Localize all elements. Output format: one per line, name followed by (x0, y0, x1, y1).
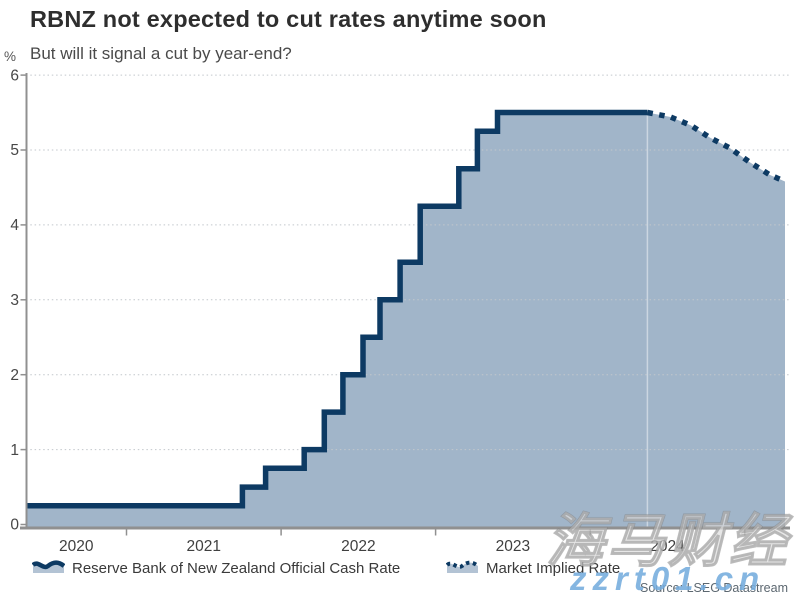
page-title: RBNZ not expected to cut rates anytime s… (30, 6, 547, 32)
svg-text:3: 3 (10, 292, 19, 309)
svg-text:2020: 2020 (59, 538, 94, 555)
source-attribution: Source: LSEG Datastream (640, 581, 788, 595)
svg-text:4: 4 (10, 217, 19, 234)
svg-text:2024: 2024 (650, 538, 685, 555)
svg-text:1: 1 (10, 442, 19, 459)
svg-text:0: 0 (10, 517, 19, 534)
svg-text:2: 2 (10, 367, 19, 384)
svg-text:2023: 2023 (496, 538, 530, 555)
page-subtitle: But will it signal a cut by year-end? (30, 44, 292, 63)
solid-area-line-icon (31, 557, 66, 579)
legend-label-implied: Market Implied Rate (486, 559, 621, 577)
legend-item-ocr: Reserve Bank of New Zealand Official Cas… (31, 557, 401, 579)
svg-text:2022: 2022 (341, 538, 375, 555)
y-axis-unit-label: % (4, 49, 17, 64)
dotted-area-line-icon (445, 557, 480, 579)
legend-label-ocr: Reserve Bank of New Zealand Official Cas… (72, 559, 401, 577)
svg-text:6: 6 (10, 67, 19, 84)
svg-text:2021: 2021 (187, 538, 221, 555)
svg-text:5: 5 (10, 142, 19, 159)
legend-item-implied: Market Implied Rate (445, 557, 621, 579)
